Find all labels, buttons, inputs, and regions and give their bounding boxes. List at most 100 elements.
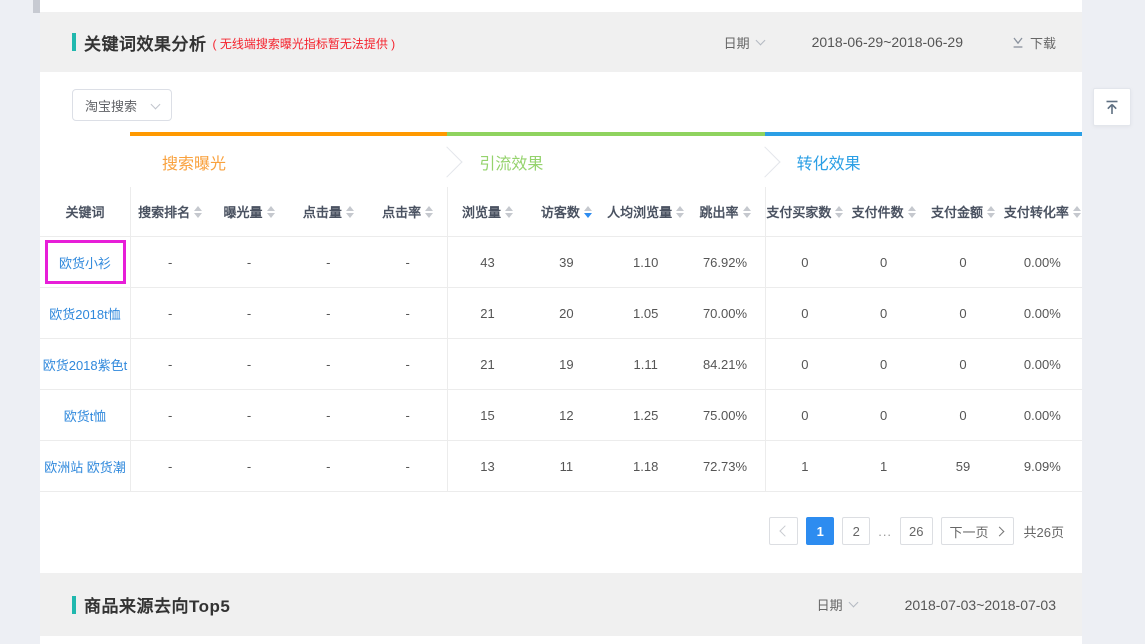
cell-ctr: -	[405, 407, 410, 423]
group-search-exposure: 搜索曝光	[130, 132, 448, 187]
keyword-link[interactable]: 欧货小衫	[58, 255, 111, 271]
cell-paid-amount: 0	[959, 356, 967, 372]
section-title: 商品来源去向Top5	[84, 597, 231, 616]
download-label: 下载	[1029, 35, 1056, 51]
group-traffic-effect: 引流效果	[431, 132, 765, 187]
cell-paid-items: 0	[880, 254, 888, 270]
group-spacer	[40, 132, 130, 187]
cell-visitors: 11	[559, 458, 574, 474]
cell-ctr: -	[405, 254, 410, 270]
cell-ctr: -	[405, 458, 410, 474]
title-accent-bar	[72, 33, 76, 51]
source-section-header: 商品来源去向Top5 日期 2018-07-03~2018-07-03	[40, 573, 1082, 636]
cell-paid-amount: 0	[959, 254, 967, 270]
column-header-paid-items[interactable]: 支付件数	[844, 187, 923, 236]
cell-paid-items: 0	[880, 305, 888, 321]
cell-pageviews: 15	[447, 390, 526, 440]
cell-exposure: -	[246, 458, 252, 474]
sort-icon	[266, 205, 275, 218]
section-note: ( 无线端搜索曝光指标暂无法提供 )	[212, 36, 396, 51]
cell-clicks: -	[326, 254, 331, 270]
column-header-exposure[interactable]: 曝光量	[209, 187, 288, 236]
keyword-link[interactable]: 欧货2018紫色t	[42, 357, 128, 373]
column-header-search-rank[interactable]: 搜索排名	[130, 187, 209, 236]
cell-ctr: -	[405, 305, 410, 321]
date-dropdown[interactable]: 日期	[723, 33, 766, 52]
table-row: 欧货小衫 - - - - 43 39 1.10 76.92% 0 0 0 0.0…	[40, 237, 1082, 288]
section-title-block: 关键词效果分析 ( 无线端搜索曝光指标暂无法提供 )	[72, 30, 395, 55]
cell-clicks: -	[326, 305, 331, 321]
group-label: 转化效果	[796, 155, 861, 173]
page-button-last[interactable]: 26	[900, 517, 933, 545]
cell-exposure: -	[246, 407, 252, 423]
page-button-1[interactable]: 1	[806, 517, 835, 545]
scrollbar-fragment	[33, 0, 40, 13]
download-icon	[1013, 37, 1023, 48]
cell-visitors: 39	[559, 254, 574, 270]
previous-panel-edge	[40, 0, 1082, 12]
cell-paid-conversion: 0.00%	[1023, 305, 1061, 321]
cell-search-rank: -	[130, 390, 209, 440]
cell-paid-buyers: 1	[764, 441, 844, 491]
column-header-paid-amount[interactable]: 支付金额	[923, 187, 1002, 236]
date-label: 日期	[723, 35, 750, 51]
download-button[interactable]: 下载	[1011, 33, 1056, 52]
cell-visitors: 20	[559, 305, 574, 321]
cell-clicks: -	[326, 458, 331, 474]
cell-paid-conversion: 0.00%	[1023, 407, 1061, 423]
next-page-button[interactable]: 下一页	[940, 517, 1014, 545]
back-to-top-button[interactable]	[1093, 88, 1131, 126]
chevron-down-icon	[755, 35, 766, 45]
sort-icon	[1072, 205, 1081, 218]
column-header-avg-pageviews[interactable]: 人均浏览量	[606, 187, 685, 236]
next-panel-edge	[40, 636, 1082, 644]
cell-clicks: -	[326, 407, 331, 423]
cell-clicks: -	[326, 356, 331, 372]
date-dropdown[interactable]: 日期	[817, 595, 859, 614]
column-header-paid-buyers[interactable]: 支付买家数	[764, 187, 844, 236]
keyword-link[interactable]: 欧洲站 欧货潮	[44, 459, 126, 475]
sort-icon	[742, 205, 751, 218]
column-header-ctr[interactable]: 点击率	[368, 187, 447, 236]
cell-bounce-rate: 72.73%	[702, 458, 748, 474]
cell-bounce-rate: 84.21%	[702, 356, 748, 372]
cell-paid-conversion: 0.00%	[1023, 356, 1061, 372]
section-controls: 日期 2018-07-03~2018-07-03	[817, 595, 1056, 614]
keyword-link[interactable]: 欧货t恤	[63, 408, 107, 424]
column-header-pageviews[interactable]: 浏览量	[447, 187, 526, 236]
chevron-down-icon	[150, 99, 161, 109]
cell-paid-items: 0	[880, 407, 888, 423]
channel-select[interactable]: 淘宝搜索	[72, 89, 172, 121]
page-button-2[interactable]: 2	[842, 517, 871, 545]
date-range-value[interactable]: 2018-07-03~2018-07-03	[904, 596, 1056, 613]
sort-icon	[425, 205, 434, 218]
column-header-clicks[interactable]: 点击量	[289, 187, 368, 236]
sort-icon	[907, 205, 916, 218]
table-row: 欧洲站 欧货潮 - - - - 13 11 1.18 72.73% 1 1 59…	[40, 441, 1082, 492]
date-range-value[interactable]: 2018-06-29~2018-06-29	[811, 34, 963, 50]
cell-exposure: -	[246, 356, 252, 372]
cell-avg-pageviews: 1.10	[633, 254, 659, 270]
group-conversion-effect: 转化效果	[749, 132, 1082, 187]
cell-pageviews: 13	[447, 441, 526, 491]
group-label: 引流效果	[479, 155, 544, 173]
cell-paid-conversion: 0.00%	[1023, 254, 1061, 270]
sort-icon	[194, 205, 203, 218]
keyword-link[interactable]: 欧货2018t恤	[49, 306, 121, 322]
table-row: 欧货t恤 - - - - 15 12 1.25 75.00% 0 0 0 0.0…	[40, 390, 1082, 441]
column-header-paid-conversion[interactable]: 支付转化率	[1003, 187, 1082, 236]
table-header-row: 关键词 搜索排名 曝光量 点击量 点击率 浏览量 访客数 人均浏览量 跳出率 支…	[40, 187, 1082, 237]
cell-paid-buyers: 0	[764, 339, 844, 389]
prev-page-button[interactable]	[769, 517, 799, 545]
cell-search-rank: -	[130, 288, 209, 338]
cell-avg-pageviews: 1.11	[633, 356, 658, 372]
cell-bounce-rate: 75.00%	[702, 407, 748, 423]
cell-paid-buyers: 0	[764, 390, 844, 440]
pagination-ellipsis: ...	[878, 523, 893, 539]
column-header-visitors[interactable]: 访客数	[527, 187, 606, 236]
column-header-bounce-rate[interactable]: 跳出率	[685, 187, 764, 236]
channel-select-value: 淘宝搜索	[85, 98, 138, 114]
cell-paid-amount: 59	[955, 458, 971, 474]
column-header-keyword: 关键词	[65, 205, 105, 220]
cell-avg-pageviews: 1.18	[633, 458, 659, 474]
